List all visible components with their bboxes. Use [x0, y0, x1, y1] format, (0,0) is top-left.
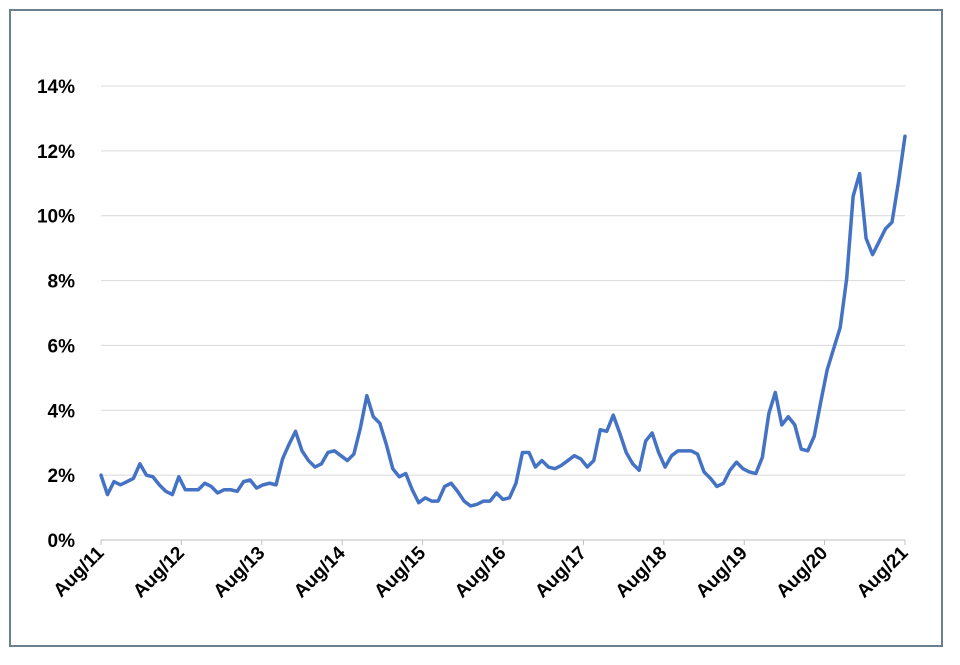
- x-tick-label: Aug/12: [129, 543, 189, 603]
- series-line: [99, 134, 907, 508]
- y-tick-label: 10%: [37, 207, 75, 228]
- y-tick-label: 6%: [48, 336, 76, 357]
- x-tick-label: Aug/17: [531, 543, 591, 603]
- x-tick-label: Aug/20: [772, 543, 832, 603]
- y-tick-label: 12%: [37, 142, 75, 163]
- y-tick-label: 2%: [48, 466, 76, 487]
- x-tick-label: Aug/18: [612, 543, 672, 603]
- y-tick-label: 8%: [48, 272, 76, 293]
- x-tick-label: Aug/14: [290, 542, 350, 602]
- x-tick-label: Aug/16: [451, 543, 511, 603]
- series-layer: [99, 134, 907, 508]
- chart-frame: [9, 9, 943, 647]
- y-tick-label: 4%: [48, 401, 76, 422]
- x-axis-tick-labels: Aug/11 Aug/12 Aug/13 Aug/14 Aug/15 Aug/16 Aug/…: [50, 540, 913, 602]
- x-tick-label: Aug/15: [370, 542, 430, 602]
- x-tick-label: Aug/19: [692, 543, 752, 603]
- y-axis-tick-labels: 0% 2% 4% 6% 8% 10% 12% 14%: [37, 77, 75, 552]
- y-tick-label: 14%: [37, 77, 75, 98]
- gridlines: [101, 85, 905, 541]
- x-tick-label: Aug/13: [210, 543, 270, 603]
- x-tick-label: Aug/21: [853, 542, 913, 602]
- y-tick-label: 0%: [48, 531, 76, 552]
